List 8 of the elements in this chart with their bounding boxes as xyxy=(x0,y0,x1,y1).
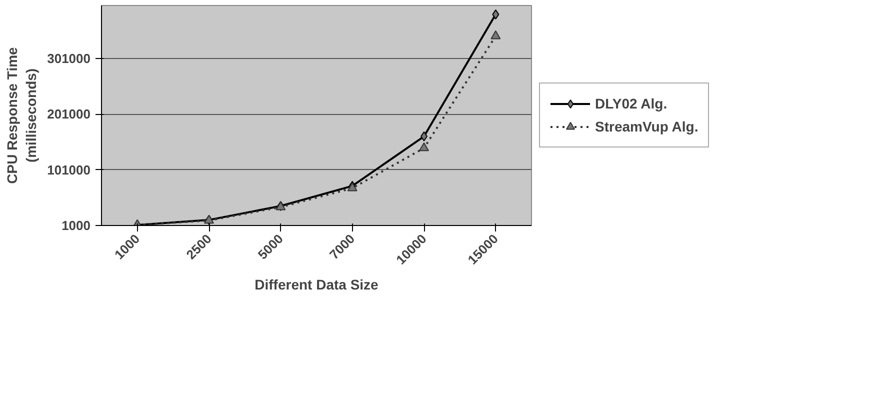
y-axis-title: CPU Response Time (milliseconds) xyxy=(4,46,40,184)
x-axis-title: Different Data Size xyxy=(254,276,379,292)
legend-label: DLY02 Alg. xyxy=(595,96,668,112)
legend-label: StreamVup Alg. xyxy=(595,118,698,134)
y-tick-label: 201000 xyxy=(47,106,91,122)
y-tick-label: 301000 xyxy=(47,50,91,66)
y-tick-label: 101000 xyxy=(47,162,91,178)
y-tick-label: 1000 xyxy=(62,218,90,233)
